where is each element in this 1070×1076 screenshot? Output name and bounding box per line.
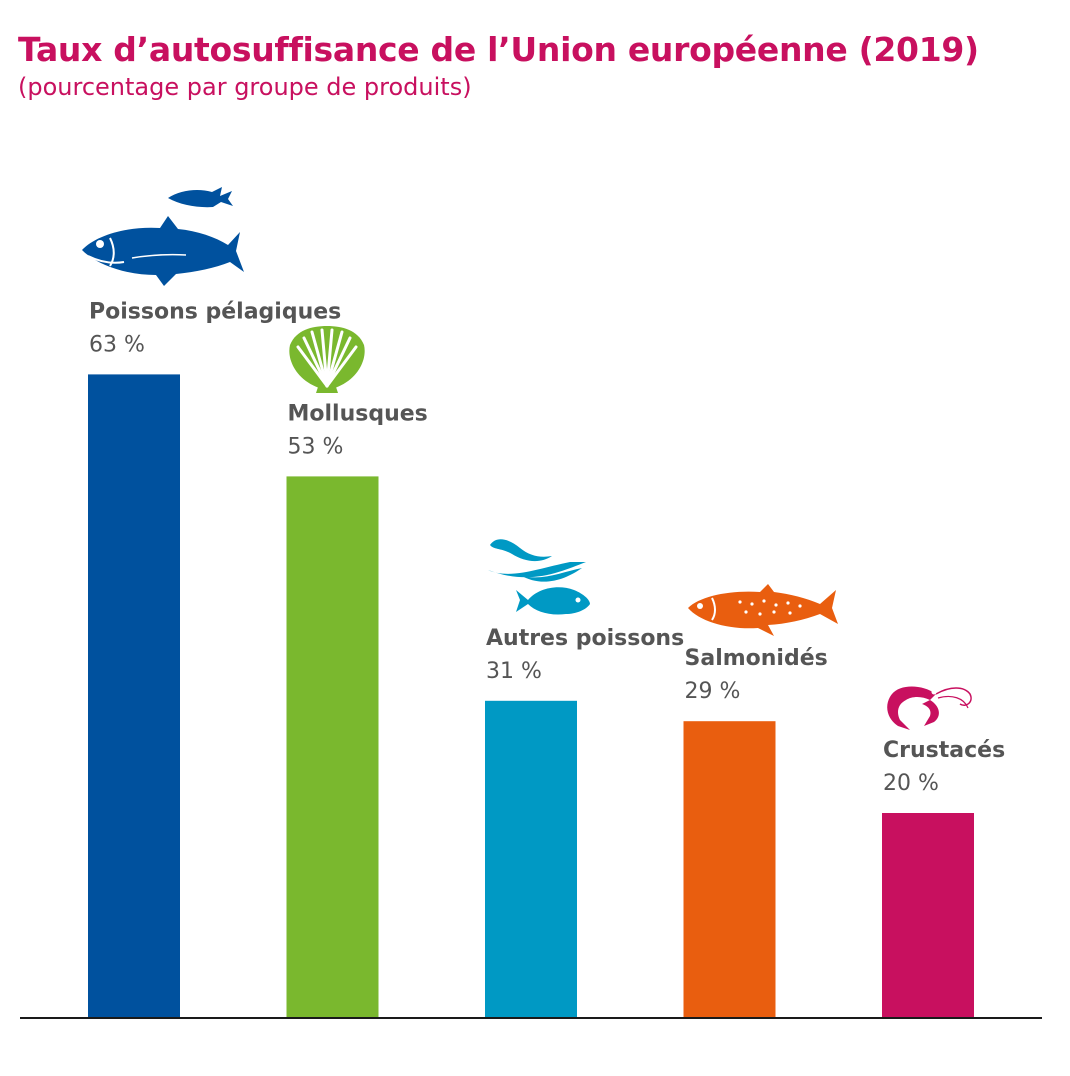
salmon-icon: [688, 584, 838, 636]
bar-mollusques: [286, 476, 379, 1017]
category-label-poissons-pelagiques: Poissons pélagiques: [89, 299, 341, 324]
bar-crustaces: [882, 813, 974, 1017]
shrimp-icon: [887, 686, 972, 730]
bar-salmonides: [683, 721, 776, 1017]
other-fish-icon: [488, 539, 590, 615]
bar-poissons-pelagiques: [88, 374, 180, 1017]
value-label-salmonides: 29 %: [685, 679, 741, 704]
pelagic-fish-icon: [82, 187, 244, 286]
chart-subtitle: (pourcentage par groupe de produits): [18, 73, 472, 101]
value-label-autres-poissons: 31 %: [486, 659, 542, 684]
value-label-mollusques: 53 %: [288, 434, 344, 459]
category-label-salmonides: Salmonidés: [685, 646, 828, 671]
category-label-crustaces: Crustacés: [883, 738, 1005, 763]
value-label-poissons-pelagiques: 63 %: [89, 332, 145, 357]
bars-layer: [88, 374, 974, 1017]
bar-autres-poissons: [485, 700, 577, 1017]
labels-layer: Poissons pélagiques 63 % Mollusques 53 % Aut…: [89, 299, 1005, 796]
scallop-shell-icon: [289, 326, 365, 393]
chart-title: Taux d’autosuffisance de l’Union europée…: [18, 30, 979, 69]
value-label-crustaces: 20 %: [883, 771, 939, 796]
category-label-autres-poissons: Autres poissons: [486, 626, 684, 651]
icons-layer: [82, 187, 972, 730]
category-label-mollusques: Mollusques: [288, 401, 428, 426]
